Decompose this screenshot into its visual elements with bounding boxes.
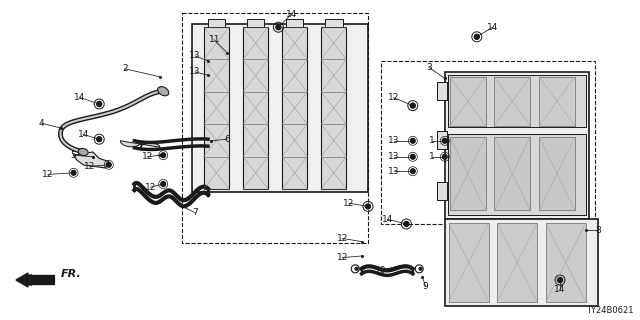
- Text: 12: 12: [84, 162, 95, 171]
- Text: TY24B0621: TY24B0621: [586, 306, 634, 315]
- Text: 11: 11: [209, 36, 220, 44]
- Bar: [321, 27, 346, 189]
- Circle shape: [97, 137, 102, 142]
- Text: 8: 8: [596, 226, 601, 235]
- Ellipse shape: [78, 148, 88, 156]
- Text: 12: 12: [141, 152, 153, 161]
- Bar: [448, 75, 586, 126]
- Circle shape: [276, 25, 281, 30]
- Circle shape: [419, 267, 422, 270]
- Text: 13: 13: [189, 52, 201, 60]
- Text: 12: 12: [42, 170, 54, 179]
- Text: 5: 5: [71, 151, 76, 160]
- Bar: [539, 77, 575, 125]
- Bar: [449, 223, 488, 301]
- Text: 14: 14: [77, 130, 89, 139]
- FancyArrow shape: [16, 273, 54, 287]
- Ellipse shape: [157, 87, 169, 96]
- Text: 13: 13: [388, 167, 399, 176]
- Bar: [539, 137, 575, 210]
- Bar: [436, 182, 447, 200]
- Bar: [243, 27, 268, 189]
- Bar: [286, 19, 303, 27]
- Circle shape: [97, 101, 102, 107]
- Circle shape: [410, 154, 415, 159]
- Circle shape: [404, 221, 409, 227]
- Circle shape: [365, 204, 371, 209]
- Text: 12: 12: [337, 253, 348, 262]
- Bar: [325, 19, 342, 27]
- Text: 1: 1: [429, 136, 435, 145]
- Text: 14: 14: [285, 10, 297, 19]
- Circle shape: [410, 169, 415, 174]
- Text: 12: 12: [337, 234, 348, 243]
- Circle shape: [442, 154, 447, 159]
- Text: 12: 12: [145, 183, 156, 192]
- Text: FR.: FR.: [61, 268, 81, 279]
- Text: 12: 12: [343, 199, 355, 208]
- Circle shape: [161, 181, 166, 187]
- Bar: [445, 72, 589, 219]
- Bar: [450, 137, 486, 210]
- Text: 13: 13: [189, 68, 201, 76]
- Circle shape: [355, 267, 358, 270]
- Circle shape: [557, 277, 563, 283]
- Text: 13: 13: [388, 136, 399, 145]
- Bar: [282, 27, 307, 189]
- Text: 14: 14: [381, 215, 393, 224]
- Bar: [192, 24, 368, 192]
- Bar: [204, 27, 229, 189]
- Text: 4: 4: [39, 119, 44, 128]
- Bar: [436, 131, 447, 149]
- Bar: [450, 77, 486, 125]
- Circle shape: [71, 170, 76, 175]
- Bar: [546, 223, 586, 301]
- Text: 14: 14: [554, 285, 566, 294]
- Text: 14: 14: [487, 23, 499, 32]
- Text: 12: 12: [388, 93, 399, 102]
- Text: 9: 9: [423, 282, 428, 291]
- Bar: [495, 137, 530, 210]
- Circle shape: [474, 34, 479, 39]
- Bar: [495, 77, 530, 125]
- Text: 14: 14: [74, 93, 86, 102]
- Text: 13: 13: [388, 152, 399, 161]
- Bar: [436, 82, 447, 100]
- Polygon shape: [120, 141, 160, 147]
- Circle shape: [442, 138, 447, 143]
- Circle shape: [106, 162, 111, 167]
- Bar: [445, 219, 598, 306]
- Text: 10: 10: [375, 266, 387, 275]
- Circle shape: [410, 138, 415, 143]
- Text: 3: 3: [426, 63, 431, 72]
- Polygon shape: [74, 152, 109, 168]
- Text: 7: 7: [193, 208, 198, 217]
- Bar: [247, 19, 264, 27]
- Text: 6: 6: [225, 135, 230, 144]
- Text: 2: 2: [122, 64, 127, 73]
- Bar: [448, 134, 586, 215]
- Circle shape: [410, 103, 415, 108]
- Circle shape: [161, 153, 166, 158]
- Text: 1: 1: [429, 152, 435, 161]
- Bar: [207, 19, 225, 27]
- Bar: [497, 223, 537, 301]
